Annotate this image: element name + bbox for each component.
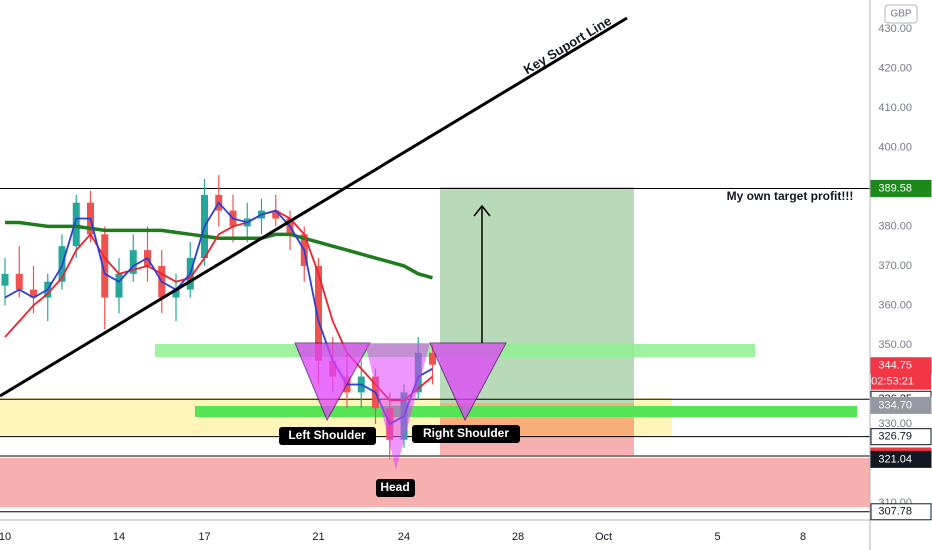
y-tick-label: 430.00 — [878, 23, 912, 35]
candle-body — [115, 273, 123, 298]
candle-body — [101, 234, 109, 298]
countdown: 02:53:21 — [871, 376, 914, 388]
candle-body — [72, 202, 80, 247]
price-label: 307.78 — [878, 506, 912, 518]
price-label-box — [870, 396, 932, 414]
x-tick-label: 10 — [0, 531, 11, 543]
x-tick-label: 5 — [714, 531, 720, 543]
support-line-label: Key Suport Line — [521, 13, 614, 77]
price-label: 334.70 — [878, 399, 912, 411]
axis-labels: 310.00320.00330.00340.00350.00360.00370.… — [0, 23, 932, 543]
y-tick-label: 410.00 — [878, 102, 912, 114]
right-shoulder-label: Right Shoulder — [423, 426, 509, 440]
y-tick-label: 420.00 — [878, 62, 912, 74]
price-label-box — [870, 450, 932, 468]
moving-average — [5, 220, 433, 280]
time-axis — [0, 520, 870, 550]
candle-body — [15, 273, 23, 290]
candles — [1, 175, 436, 460]
x-tick-label: Oct — [595, 531, 612, 543]
support-trendline — [0, 16, 628, 398]
y-tick-label: 330.00 — [878, 418, 912, 430]
candle-body — [1, 273, 9, 286]
moving-average — [4, 209, 434, 402]
head-box — [376, 479, 415, 497]
support-bar — [195, 406, 857, 417]
candle-body — [315, 265, 322, 361]
price-label-box — [870, 180, 932, 198]
currency-box[interactable] — [884, 4, 918, 24]
x-tick-label: 17 — [198, 531, 210, 543]
price-label: 326.79 — [878, 431, 912, 443]
price-label: 321.04 — [878, 453, 912, 465]
x-tick-label: 14 — [113, 531, 125, 543]
y-tick-label: 400.00 — [878, 141, 912, 153]
candle-body — [30, 289, 37, 298]
x-tick-label: 24 — [398, 531, 410, 543]
arrow-head — [473, 204, 491, 217]
y-tick-label: 380.00 — [878, 220, 912, 232]
price-label: 389.58 — [878, 182, 912, 194]
currency-label[interactable]: GBP — [890, 9, 911, 20]
right-shoulder-box — [412, 425, 520, 443]
target-label: My own target profit!!! — [727, 189, 854, 203]
y-tick-label: 350.00 — [878, 339, 912, 351]
y-tick-label: 360.00 — [878, 299, 912, 311]
price-label: 344.75 — [878, 360, 912, 372]
head-label: Head — [380, 480, 409, 494]
candle-body — [272, 210, 280, 219]
price-label-box — [870, 503, 932, 521]
x-tick-label: 21 — [312, 531, 324, 543]
candle-body — [172, 289, 180, 298]
x-tick-label: 8 — [800, 531, 806, 543]
countdown-box — [871, 373, 931, 390]
y-tick-label: 370.00 — [878, 260, 912, 272]
moving-average — [4, 201, 433, 426]
left-shoulder-box — [279, 427, 376, 445]
x-tick-label: 28 — [512, 531, 524, 543]
red-zone — [0, 458, 870, 507]
price-label-box — [870, 428, 932, 446]
left-shoulder-triangle — [294, 342, 371, 422]
left-shoulder-label: Left Shoulder — [288, 428, 366, 442]
head-triangle — [365, 343, 430, 470]
right-shoulder-triangle — [429, 342, 507, 422]
candle-body — [129, 250, 137, 274]
candle-body — [429, 352, 436, 365]
